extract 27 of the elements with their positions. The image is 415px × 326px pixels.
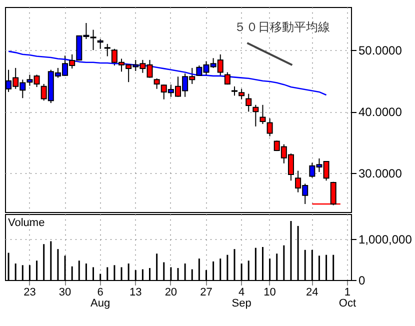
y-tick-label: 40.0000 [358,105,402,120]
x-tick-label: 30 [58,286,72,298]
x-tick-label: 27 [200,286,212,298]
candlestick [260,104,266,124]
x-tick-label: 13 [130,286,142,298]
candlestick [231,86,238,96]
candlestick [224,72,230,86]
x-tick-label: 24 [306,286,318,298]
x-tick-label: 10 [264,286,276,298]
candlestick [154,78,160,90]
text: ５０日移動平均線 [234,20,330,34]
x-tick-label: 6 Aug [90,286,110,310]
x-tick-label: 1 Oct [338,286,356,310]
candlestick [104,43,110,57]
y-tick-label: 30.0000 [358,166,402,181]
x-tick-label: 20 [164,286,178,298]
y-tick-label: 50.0000 [358,44,402,58]
candlestick [97,38,104,50]
candlestick [246,93,252,112]
y-tick-label: 1,000,000 [358,232,412,246]
chart-title: Volume [8,217,45,229]
candlestick [252,104,259,127]
y-tick-label: 0 [358,274,366,288]
candlestick [266,118,273,137]
x-tick-label: 23 [24,286,36,298]
candlestick [238,88,245,100]
x-tick-label: 4 Sep [232,286,252,310]
